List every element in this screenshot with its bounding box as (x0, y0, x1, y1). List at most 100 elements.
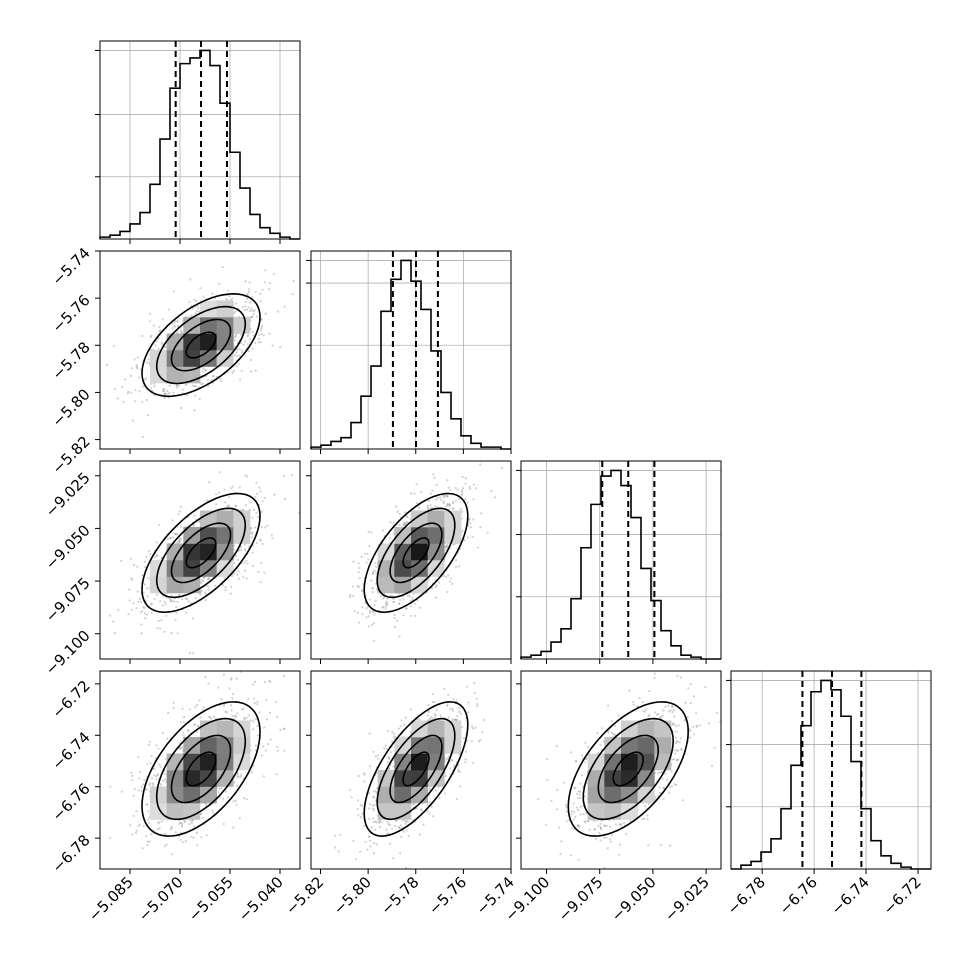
scatter-point (372, 820, 375, 824)
scatter-point (398, 727, 401, 730)
scatter-point (438, 796, 441, 799)
scatter-point (377, 757, 380, 760)
scatter-point (283, 728, 286, 731)
scatter-point (157, 820, 160, 824)
scatter-point (218, 282, 221, 285)
contour-line (141, 492, 261, 614)
scatter-point (398, 523, 401, 527)
scatter-point (244, 305, 247, 308)
scatter-point (456, 488, 459, 491)
scatter-point (452, 698, 455, 701)
scatter-point (243, 716, 246, 720)
scatter-point (235, 677, 238, 680)
density-cell (444, 720, 462, 738)
contour-line (376, 507, 456, 599)
scatter-point (662, 797, 665, 801)
scatter-point (368, 807, 371, 810)
scatter-point (268, 680, 271, 683)
scatter-point (160, 341, 163, 344)
scatter-point (427, 711, 430, 714)
scatter-point (212, 374, 215, 377)
scatter-point (153, 598, 156, 601)
scatter-point (388, 823, 391, 827)
scatter-point (106, 363, 109, 366)
scatter-point (215, 493, 218, 496)
scatter-point (391, 731, 394, 734)
scatter-point (404, 716, 407, 720)
density-cell (183, 803, 201, 820)
scatter-point (452, 543, 455, 546)
scatter-point (428, 812, 431, 815)
scatter-point (155, 340, 158, 343)
scatter-point (159, 600, 162, 603)
scatter-point (248, 309, 251, 313)
scatter-point (205, 585, 209, 588)
scatter-point (357, 570, 360, 574)
scatter-point (572, 818, 575, 821)
scatter-point (445, 757, 449, 760)
scatter-point (236, 348, 239, 351)
scatter-point (244, 280, 247, 283)
scatter-point (417, 506, 421, 509)
scatter-point (201, 816, 204, 819)
scatter-point (239, 775, 242, 778)
scatter-point (382, 529, 385, 532)
scatter-point (210, 717, 213, 720)
scatter-point (451, 707, 454, 711)
scatter-point (190, 821, 193, 825)
scatter-point (420, 490, 423, 493)
scatter-point (361, 613, 364, 616)
histogram-step (520, 469, 721, 660)
scatter-point (222, 673, 226, 676)
scatter-point (204, 591, 207, 594)
scatter-point (431, 701, 435, 704)
scatter-point (163, 600, 166, 603)
scatter-point (250, 307, 253, 310)
scatter-point (255, 481, 258, 484)
scatter-point (220, 379, 223, 382)
scatter-point (279, 728, 282, 732)
density-cell (166, 333, 184, 351)
scatter-point (173, 600, 176, 603)
scatter-point (271, 537, 274, 540)
scatter-point (146, 613, 149, 616)
scatter-point (398, 602, 401, 605)
scatter-point (236, 775, 239, 778)
scatter-point (374, 790, 377, 793)
scatter-point (431, 489, 434, 492)
scatter-point (158, 330, 161, 333)
density-cell (411, 737, 428, 754)
scatter-point (233, 572, 236, 575)
scatter-point (152, 783, 155, 786)
density-cell (166, 576, 184, 594)
scatter-point (647, 714, 650, 718)
scatter-point (177, 541, 180, 544)
scatter-point (371, 587, 374, 590)
scatter-point (369, 765, 372, 768)
scatter-point (163, 832, 166, 836)
scatter-point (556, 788, 559, 792)
scatter-point (248, 337, 251, 340)
scatter-point (198, 397, 201, 400)
scatter-point (122, 400, 125, 403)
scatter-point (689, 701, 693, 705)
scatter-point (357, 774, 360, 778)
scatter-point (456, 797, 459, 801)
scatter-point (230, 709, 233, 712)
scatter-point (451, 718, 454, 721)
scatter-point (204, 368, 207, 371)
scatter-point (440, 498, 443, 502)
scatter-point (208, 715, 211, 718)
scatter-point (130, 577, 133, 580)
scatter-point (187, 600, 190, 603)
scatter-point (131, 774, 134, 778)
scatter-point (594, 837, 598, 841)
scatter-point (196, 304, 199, 307)
density-cell (200, 300, 217, 318)
scatter-point (249, 358, 252, 361)
scatter-point (143, 612, 146, 615)
scatter-point (251, 315, 254, 318)
scatter-point (262, 745, 265, 748)
scatter-point (202, 367, 205, 370)
scatter-point (684, 701, 687, 704)
